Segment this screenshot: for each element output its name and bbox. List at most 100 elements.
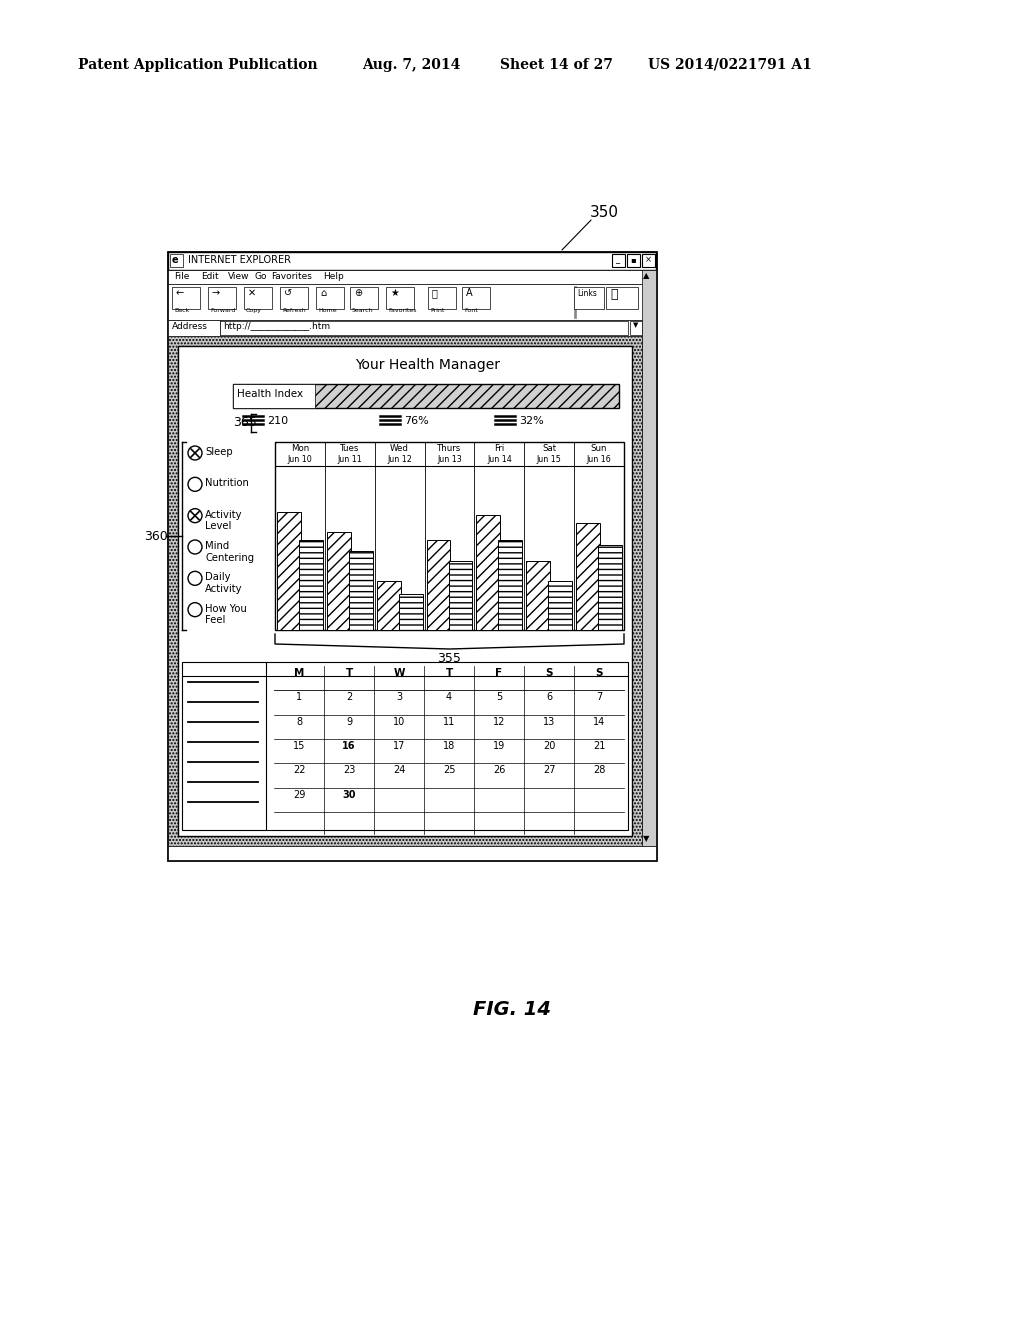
- Text: 12: 12: [493, 717, 505, 726]
- Text: Font: Font: [464, 308, 478, 313]
- Text: Back: Back: [174, 308, 189, 313]
- Text: 8: 8: [296, 717, 302, 726]
- Text: ▪: ▪: [630, 255, 636, 264]
- Text: T: T: [445, 668, 453, 678]
- Text: 20: 20: [543, 741, 555, 751]
- Text: 10: 10: [393, 717, 406, 726]
- Bar: [275, 442, 624, 630]
- Bar: [278, 512, 301, 630]
- Text: 9: 9: [346, 717, 352, 726]
- Text: 29: 29: [293, 789, 305, 800]
- Bar: [168, 284, 656, 319]
- Bar: [462, 286, 490, 309]
- Text: 🌐: 🌐: [610, 288, 617, 301]
- Text: ▼: ▼: [643, 834, 649, 843]
- Text: M: M: [294, 668, 304, 678]
- Text: ✕: ✕: [248, 288, 256, 298]
- Bar: [208, 286, 236, 309]
- Text: http://_____________.htm: http://_____________.htm: [223, 322, 330, 331]
- Bar: [642, 271, 656, 846]
- Bar: [642, 253, 655, 267]
- Text: File: File: [174, 272, 189, 281]
- Bar: [244, 286, 272, 309]
- Bar: [350, 286, 378, 309]
- Text: e: e: [172, 255, 178, 265]
- Text: Patent Application Publication: Patent Application Publication: [78, 58, 317, 73]
- Bar: [168, 319, 656, 337]
- Text: Health Index: Health Index: [237, 389, 303, 399]
- Text: _: _: [615, 255, 620, 264]
- Text: 355: 355: [437, 652, 462, 665]
- Circle shape: [188, 446, 202, 459]
- Text: 7: 7: [596, 692, 602, 702]
- Text: F: F: [496, 668, 503, 678]
- Text: 11: 11: [442, 717, 455, 726]
- Text: FIG. 14: FIG. 14: [473, 1001, 551, 1019]
- Text: 28: 28: [593, 766, 605, 775]
- Bar: [548, 581, 572, 630]
- Bar: [499, 540, 522, 630]
- Text: Mind
Centering: Mind Centering: [205, 541, 254, 562]
- Text: 27: 27: [543, 766, 555, 775]
- Text: Jun 12: Jun 12: [387, 455, 412, 465]
- Text: 18: 18: [442, 741, 455, 751]
- Text: 21: 21: [593, 741, 605, 751]
- Bar: [280, 286, 308, 309]
- Text: Refresh: Refresh: [282, 308, 305, 313]
- Text: Sat: Sat: [542, 444, 556, 453]
- Text: Address: Address: [172, 322, 208, 331]
- Bar: [168, 319, 220, 337]
- Text: 26: 26: [493, 766, 505, 775]
- Bar: [427, 540, 451, 630]
- Text: 17: 17: [393, 741, 406, 751]
- Text: 2: 2: [346, 692, 352, 702]
- Bar: [386, 286, 414, 309]
- Text: 350: 350: [590, 205, 618, 220]
- Text: Favorites: Favorites: [388, 308, 417, 313]
- Bar: [577, 524, 600, 630]
- Bar: [168, 337, 642, 846]
- Text: 15: 15: [293, 741, 305, 751]
- Bar: [168, 252, 656, 271]
- Text: 365: 365: [233, 416, 257, 429]
- Text: Search: Search: [352, 308, 374, 313]
- Bar: [377, 581, 400, 630]
- Bar: [220, 321, 628, 335]
- Text: A: A: [466, 288, 473, 298]
- Text: ←: ←: [176, 288, 184, 298]
- Bar: [299, 540, 323, 630]
- Text: Home: Home: [318, 308, 337, 313]
- Bar: [349, 552, 373, 630]
- Text: Jun 16: Jun 16: [587, 455, 611, 465]
- Text: →: →: [212, 288, 220, 298]
- Text: Edit: Edit: [201, 272, 218, 281]
- Text: Activity
Level: Activity Level: [205, 510, 243, 531]
- Text: 360: 360: [144, 531, 168, 543]
- Bar: [168, 846, 656, 861]
- Bar: [630, 321, 642, 335]
- Bar: [627, 253, 640, 267]
- Text: 5: 5: [496, 692, 502, 702]
- Text: 23: 23: [343, 766, 355, 775]
- Bar: [327, 532, 350, 630]
- Text: 25: 25: [442, 766, 456, 775]
- Text: Jun 11: Jun 11: [338, 455, 362, 465]
- Text: 22: 22: [293, 766, 305, 775]
- Text: Jun 15: Jun 15: [537, 455, 561, 465]
- Text: INTERNET EXPLORER: INTERNET EXPLORER: [188, 255, 291, 265]
- Circle shape: [188, 603, 202, 616]
- Bar: [233, 384, 315, 408]
- Text: Jun 10: Jun 10: [288, 455, 312, 465]
- Text: Sun: Sun: [591, 444, 607, 453]
- Text: 16: 16: [342, 741, 355, 751]
- Text: 32%: 32%: [519, 416, 544, 426]
- Text: Aug. 7, 2014: Aug. 7, 2014: [362, 58, 461, 73]
- Bar: [428, 286, 456, 309]
- Text: Your Health Manager: Your Health Manager: [355, 358, 500, 372]
- Bar: [612, 253, 625, 267]
- Text: Thurs: Thurs: [437, 444, 462, 453]
- Text: Sleep: Sleep: [205, 447, 232, 457]
- Text: Favorites: Favorites: [270, 272, 311, 281]
- Text: Fri: Fri: [495, 444, 505, 453]
- Bar: [178, 346, 632, 836]
